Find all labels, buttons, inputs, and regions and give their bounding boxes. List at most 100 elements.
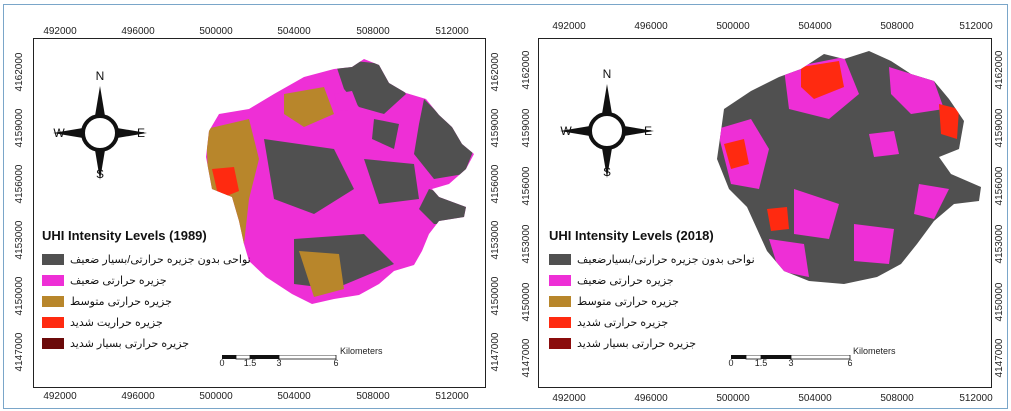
scale-tick: 0 xyxy=(728,358,734,368)
compass-s: S xyxy=(602,165,612,179)
compass-s: S xyxy=(95,167,105,181)
legend-title: UHI Intensity Levels (1989) xyxy=(42,228,207,243)
legend-item: جزیره حرارتی بسیار شدید xyxy=(549,333,755,354)
legend-item: نواحی بدون جزیره حرارتی/بسیارضعیف xyxy=(549,249,755,270)
legend-item: جزیره حرارتی بسیار شدید xyxy=(42,333,251,354)
y-tick-label: 4147000 xyxy=(490,332,501,372)
y-tick-label: 4159000 xyxy=(14,108,25,148)
figure-border xyxy=(3,4,1008,409)
x-tick-label: 500000 xyxy=(716,21,750,32)
legend-swatch xyxy=(549,317,571,328)
legend-item: جزیره حرارتی ضعیف xyxy=(549,270,755,291)
legend-title: UHI Intensity Levels (2018) xyxy=(549,228,714,243)
legend-label: نواحی بدون جزیره حرارتی/بسیار ضعیف xyxy=(70,254,251,266)
legend-label: جزیره حراریت شدید xyxy=(70,317,163,329)
legend-swatch xyxy=(549,275,571,286)
legend-item: جزیره حرارتی متوسط xyxy=(42,291,251,312)
compass-e: E xyxy=(643,124,653,138)
compass-e: E xyxy=(136,126,146,140)
y-tick-label: 4159000 xyxy=(490,108,501,148)
scale-tick: 3 xyxy=(788,358,794,368)
x-tick-label: 500000 xyxy=(199,391,233,402)
x-tick-label: 492000 xyxy=(43,391,77,402)
compass-w: W xyxy=(560,124,572,138)
x-tick-label: 512000 xyxy=(435,26,469,37)
y-tick-label: 4159000 xyxy=(994,108,1005,148)
y-tick-label: 4159000 xyxy=(521,108,532,148)
compass-w: W xyxy=(53,126,65,140)
legend-1989: UHI Intensity Levels (1989) نواحی بدون ج… xyxy=(42,228,251,354)
x-tick-label: 492000 xyxy=(43,26,77,37)
y-tick-label: 4150000 xyxy=(521,282,532,322)
legend-swatch xyxy=(549,254,571,265)
x-tick-label: 492000 xyxy=(552,393,586,404)
x-tick-label: 508000 xyxy=(880,21,914,32)
x-tick-label: 512000 xyxy=(959,393,993,404)
scale-tick: 0 xyxy=(219,358,225,368)
y-tick-label: 4162000 xyxy=(14,52,25,92)
legend-label: جزیره حرارتی بسیار شدید xyxy=(70,338,190,350)
y-tick-label: 4150000 xyxy=(994,282,1005,322)
x-tick-label: 496000 xyxy=(634,21,668,32)
compass-n: N xyxy=(95,69,105,83)
map-frame-1989 xyxy=(33,38,486,388)
x-tick-label: 496000 xyxy=(634,393,668,404)
map-frame-2018 xyxy=(538,38,992,388)
legend-label: جزیره حرارتی بسیار شدید xyxy=(577,338,697,350)
scale-tick: 6 xyxy=(847,358,853,368)
scale-unit: Kilometers xyxy=(340,346,383,356)
x-tick-label: 512000 xyxy=(435,391,469,402)
uhi-map-2018 xyxy=(717,51,981,284)
y-tick-label: 4162000 xyxy=(994,50,1005,90)
y-tick-label: 4153000 xyxy=(521,224,532,264)
y-tick-label: 4162000 xyxy=(521,50,532,90)
x-tick-label: 508000 xyxy=(356,391,390,402)
scale-tick: 6 xyxy=(333,358,339,368)
y-tick-label: 4153000 xyxy=(490,220,501,260)
legend-label: جزیره حرارتی متوسط xyxy=(70,296,172,308)
x-tick-label: 492000 xyxy=(552,21,586,32)
legend-label: جزیره حرارتی شدید xyxy=(577,317,669,329)
y-tick-label: 4156000 xyxy=(14,164,25,204)
scale-tick: 1.5 xyxy=(243,358,257,368)
legend-swatch xyxy=(42,338,64,349)
legend-item: جزیره حرارتی ضعیف xyxy=(42,270,251,291)
x-tick-label: 496000 xyxy=(121,26,155,37)
x-tick-label: 508000 xyxy=(880,393,914,404)
legend-swatch xyxy=(42,296,64,307)
legend-item: جزیره حراریت شدید xyxy=(42,312,251,333)
y-tick-label: 4156000 xyxy=(490,164,501,204)
y-tick-label: 4153000 xyxy=(994,224,1005,264)
legend-swatch xyxy=(549,296,571,307)
legend-label: جزیره حرارتی ضعیف xyxy=(70,275,167,287)
scale-bar-1989: Kilometers 0 1.5 3 6 xyxy=(219,346,382,368)
north-arrow-icon: N S W E xyxy=(552,67,662,186)
uhi-map-1989 xyxy=(206,59,474,304)
x-tick-label: 504000 xyxy=(798,21,832,32)
x-tick-label: 512000 xyxy=(959,21,993,32)
x-tick-label: 500000 xyxy=(199,26,233,37)
legend-label: نواحی بدون جزیره حرارتی/بسیارضعیف xyxy=(577,254,755,266)
x-tick-label: 504000 xyxy=(277,26,311,37)
legend-2018: UHI Intensity Levels (2018) نواحی بدون ج… xyxy=(549,228,755,354)
x-tick-label: 508000 xyxy=(356,26,390,37)
compass-n: N xyxy=(602,67,612,81)
x-tick-label: 504000 xyxy=(277,391,311,402)
legend-swatch xyxy=(42,275,64,286)
y-tick-label: 4150000 xyxy=(490,276,501,316)
x-tick-label: 504000 xyxy=(798,393,832,404)
y-tick-label: 4147000 xyxy=(521,338,532,378)
scale-tick: 1.5 xyxy=(754,358,768,368)
y-tick-label: 4153000 xyxy=(14,220,25,260)
y-tick-label: 4162000 xyxy=(490,52,501,92)
legend-swatch xyxy=(42,254,64,265)
legend-item: جزیره حرارتی متوسط xyxy=(549,291,755,312)
legend-label: جزیره حرارتی ضعیف xyxy=(577,275,674,287)
y-tick-label: 4150000 xyxy=(14,276,25,316)
legend-swatch xyxy=(42,317,64,328)
legend-label: جزیره حرارتی متوسط xyxy=(577,296,679,308)
legend-item: جزیره حرارتی شدید xyxy=(549,312,755,333)
y-tick-label: 4156000 xyxy=(521,166,532,206)
scale-unit: Kilometers xyxy=(853,346,896,356)
legend-item: نواحی بدون جزیره حرارتی/بسیار ضعیف xyxy=(42,249,251,270)
